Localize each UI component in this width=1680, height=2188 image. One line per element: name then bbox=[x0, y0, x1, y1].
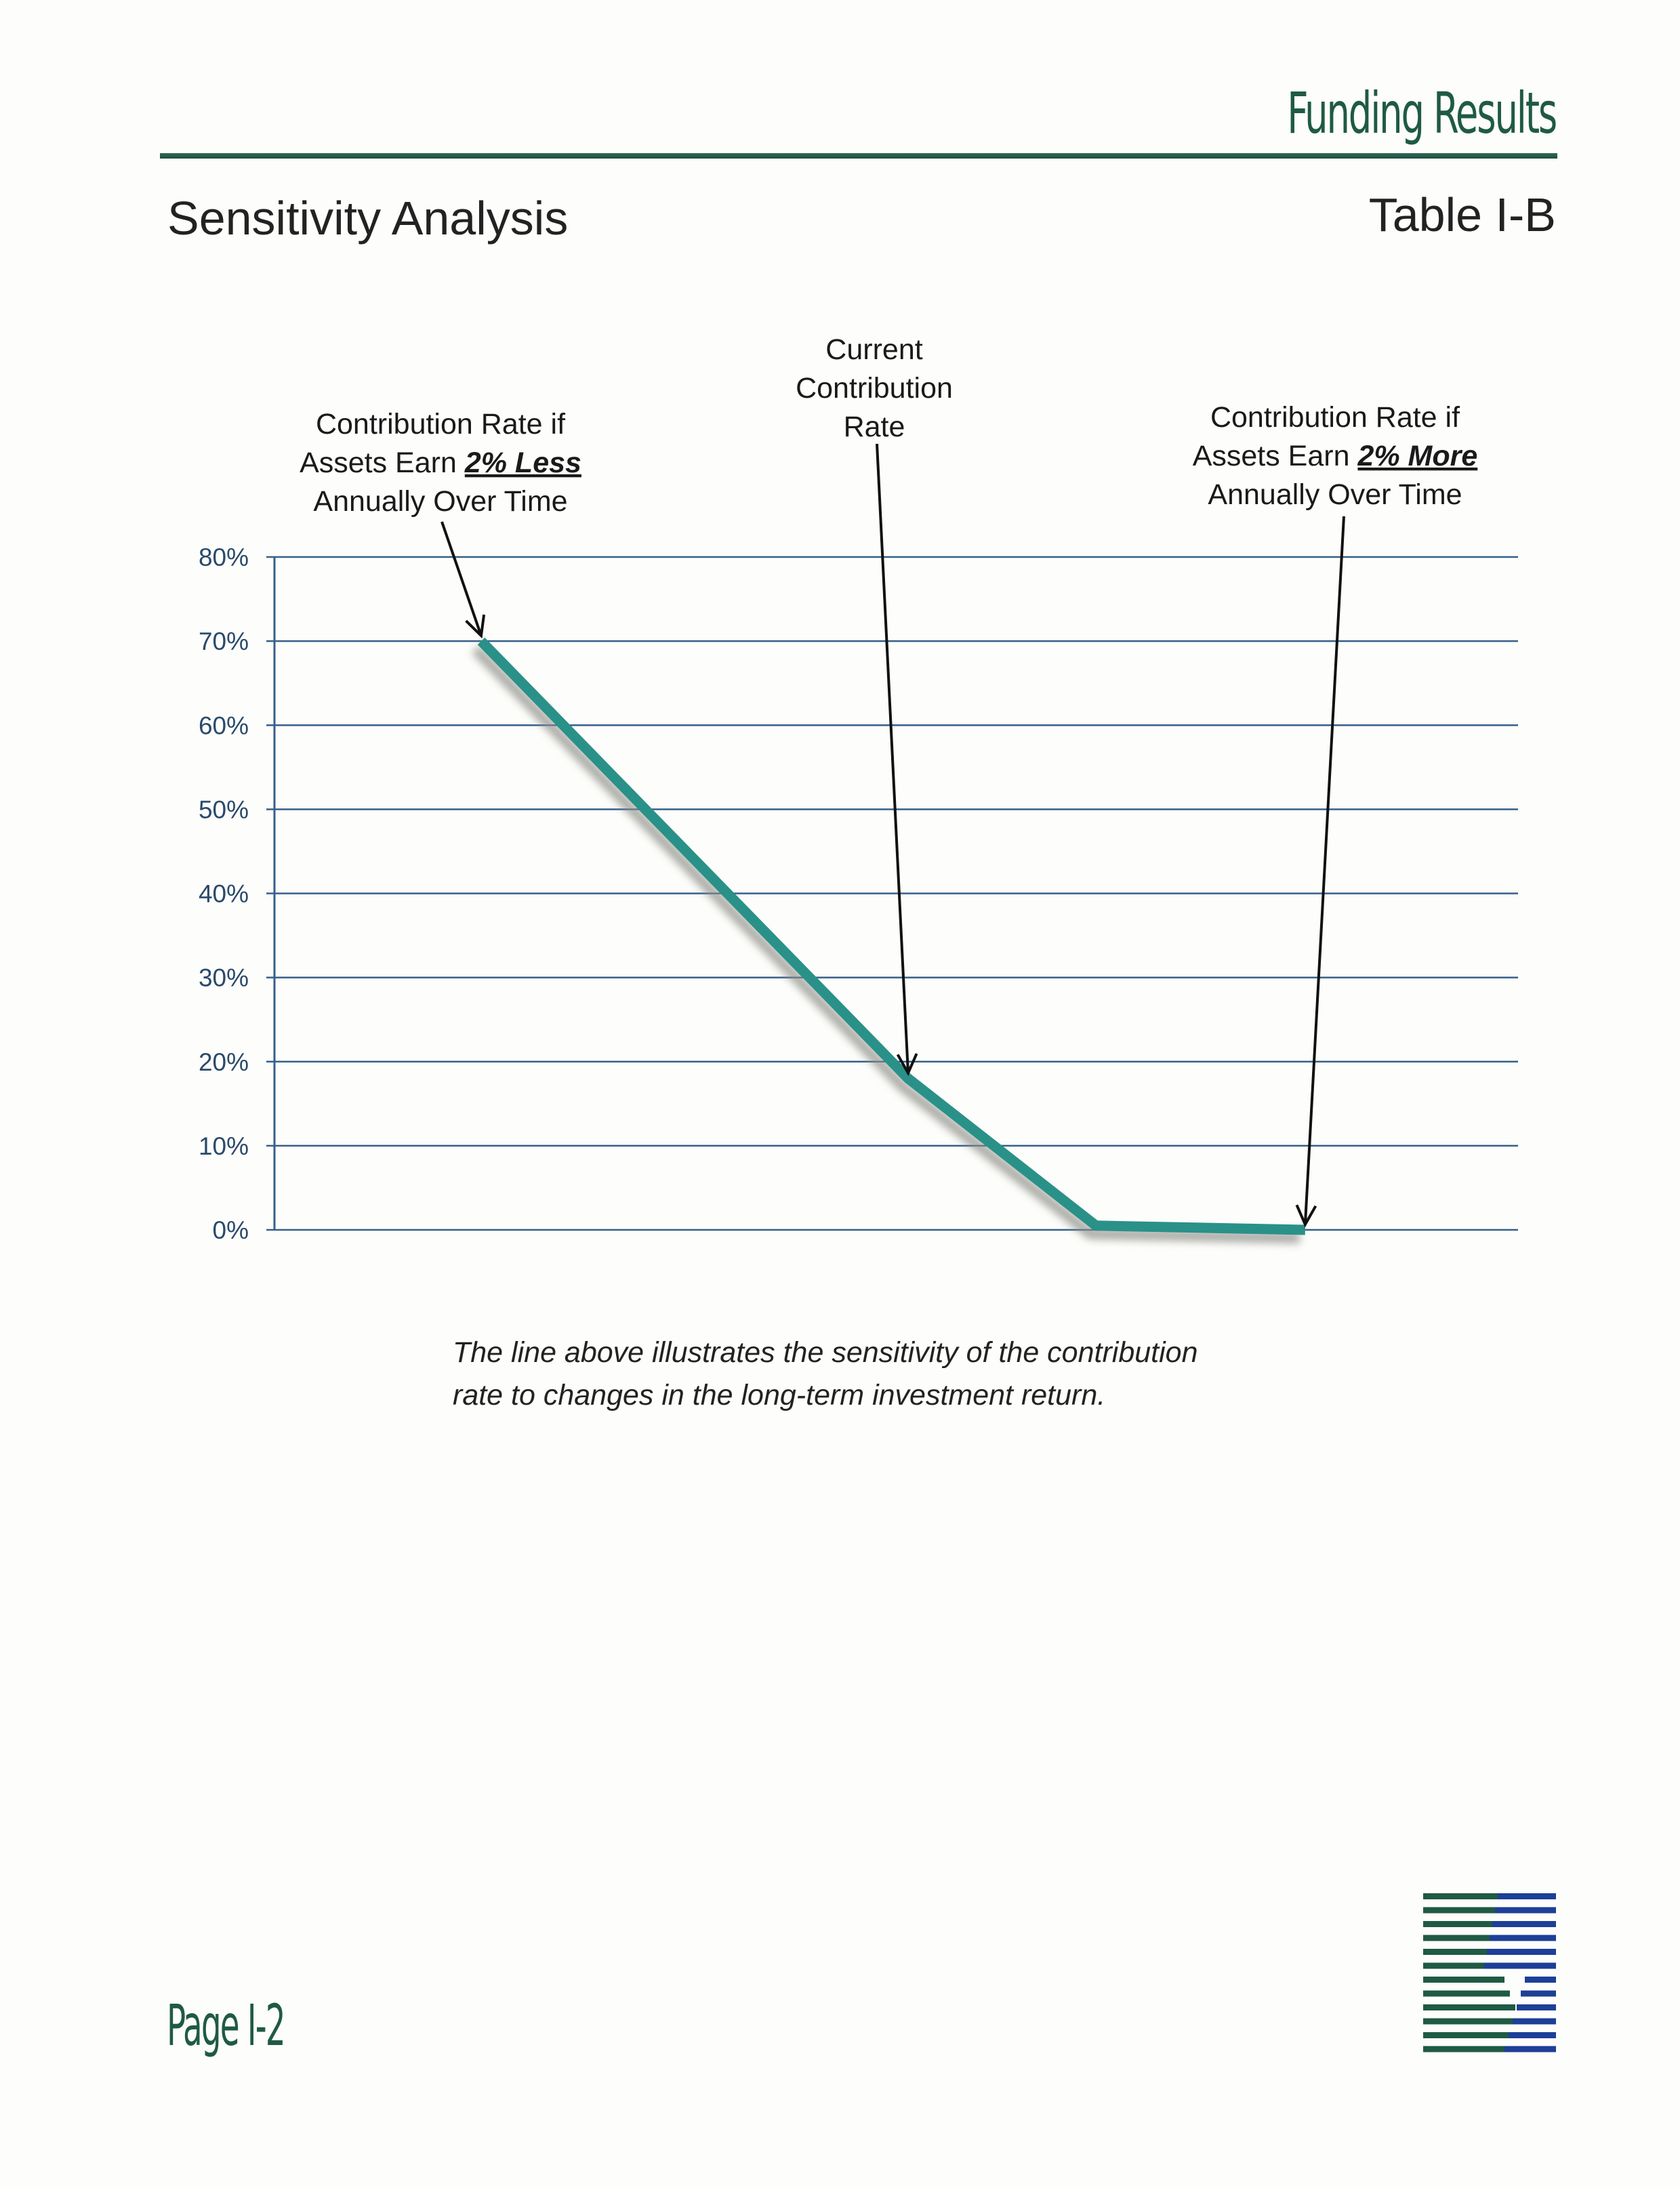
annotation-emphasis: 2% More bbox=[1357, 440, 1477, 472]
y-tick-label: 50% bbox=[199, 796, 249, 823]
series-layer bbox=[472, 637, 1306, 1243]
annotation-text-line: Annually Over Time bbox=[1208, 478, 1462, 511]
annotation-text-line: Rate bbox=[844, 411, 905, 443]
annotation-text-line: Contribution Rate if bbox=[316, 408, 566, 440]
y-tick-label: 10% bbox=[199, 1132, 249, 1160]
y-tick-label: 40% bbox=[199, 880, 249, 908]
series-line-shadow bbox=[472, 645, 1300, 1243]
annotation-arrow-current bbox=[876, 443, 918, 1077]
annotation-arrow-less bbox=[441, 521, 486, 639]
page-title: Sensitivity Analysis bbox=[167, 192, 569, 245]
section-label: Funding Results bbox=[1287, 80, 1557, 146]
y-tick-label: 30% bbox=[199, 964, 249, 992]
annotation-text-line: Assets Earn 2% Less bbox=[300, 447, 581, 479]
annotation-current: Current Contribution Rate bbox=[796, 333, 953, 1077]
chart-caption: The line above illustrates the sensitivi… bbox=[453, 1332, 1266, 1417]
company-logo bbox=[1423, 1893, 1556, 2052]
annotation-text: Assets Earn bbox=[300, 447, 465, 479]
annotation-text-line: Contribution bbox=[796, 372, 953, 405]
annotation-text-line: Contribution Rate if bbox=[1210, 401, 1460, 434]
annotation-text: Contribution Rate if bbox=[1210, 401, 1460, 434]
table-label: Table I-B bbox=[1368, 188, 1556, 241]
series-line-0 bbox=[477, 637, 1306, 1235]
annotation-emphasis: 2% Less bbox=[464, 447, 581, 479]
data-point-1 bbox=[907, 1077, 909, 1079]
y-tick-label: 80% bbox=[199, 543, 249, 571]
y-tick-label: 60% bbox=[199, 711, 249, 739]
caption-line-2: rate to changes in the long-term investm… bbox=[453, 1379, 1106, 1411]
header-rule bbox=[160, 153, 1557, 159]
annotation-text-line: Assets Earn 2% More bbox=[1193, 440, 1478, 472]
gridlines bbox=[266, 556, 1518, 1231]
y-tick-label: 70% bbox=[199, 627, 249, 655]
page-number: Page I-2 bbox=[167, 1992, 286, 2059]
annotation-text-line: Current bbox=[825, 333, 922, 366]
caption-line-1: The line above illustrates the sensitivi… bbox=[453, 1336, 1198, 1369]
annotation-text: Contribution Rate if bbox=[316, 408, 566, 440]
data-point-2 bbox=[1095, 1224, 1097, 1226]
y-tick-label: 20% bbox=[199, 1048, 249, 1076]
annotation-text: Contribution bbox=[796, 372, 953, 405]
data-point-3 bbox=[1304, 1229, 1306, 1231]
annotation-text: Annually Over Time bbox=[313, 485, 567, 518]
annotation-text: Assets Earn bbox=[1193, 440, 1358, 472]
annotation-arrow-more bbox=[1295, 516, 1345, 1228]
annotation-text: Annually Over Time bbox=[1208, 478, 1462, 511]
y-axis-tick-labels: 0% 10% 20% 30% 40% 50% 60% 70% 80% bbox=[199, 543, 249, 1244]
annotation-text: Current bbox=[825, 333, 922, 366]
data-point-0 bbox=[480, 640, 482, 642]
annotation-text: Rate bbox=[844, 411, 905, 443]
y-tick-label: 0% bbox=[213, 1216, 249, 1244]
annotation-text-line: Annually Over Time bbox=[313, 485, 567, 518]
